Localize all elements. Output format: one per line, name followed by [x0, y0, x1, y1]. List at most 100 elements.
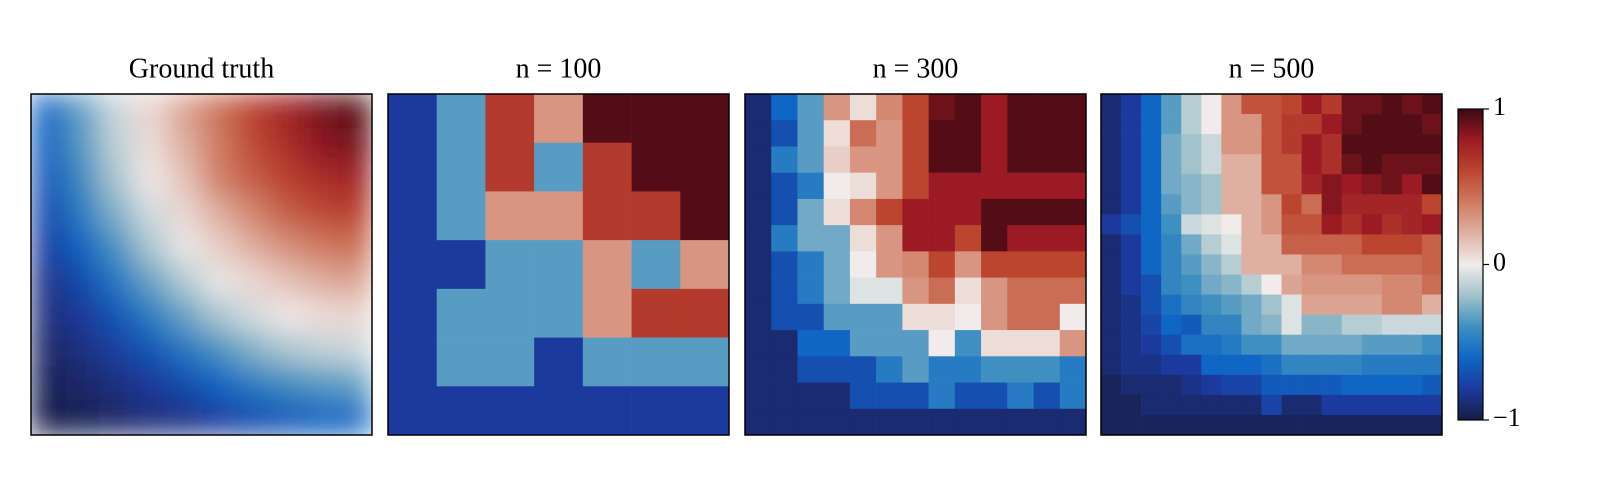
cell — [849, 277, 877, 305]
cell — [1261, 274, 1282, 295]
cell — [1141, 294, 1162, 315]
cell — [1281, 334, 1302, 356]
cell — [1101, 274, 1122, 295]
cell — [31, 230, 66, 265]
colorbar-tick-label: 1 — [1493, 92, 1506, 121]
cell — [436, 386, 486, 435]
cell — [201, 264, 237, 300]
cell — [133, 230, 168, 265]
cell — [745, 303, 772, 331]
cell — [1281, 394, 1302, 416]
cell — [99, 400, 134, 435]
cell — [849, 120, 877, 147]
cell — [1101, 194, 1122, 215]
cell — [388, 288, 438, 338]
cell — [1401, 254, 1423, 275]
cell — [1101, 374, 1122, 396]
cell — [1421, 354, 1442, 376]
cell — [928, 146, 956, 173]
cell — [436, 337, 486, 387]
cell — [1161, 254, 1182, 275]
cell — [1321, 114, 1343, 135]
cell — [582, 288, 632, 338]
cell — [876, 382, 903, 410]
cell — [981, 408, 1008, 435]
cell — [337, 332, 372, 368]
cell — [876, 303, 903, 331]
cell — [797, 356, 824, 383]
cell — [1381, 114, 1403, 135]
cell — [1201, 94, 1222, 115]
cell — [1007, 251, 1034, 278]
cell — [1201, 314, 1222, 336]
cell — [823, 146, 851, 173]
cell — [1241, 314, 1262, 336]
cell — [1141, 114, 1162, 135]
cell — [337, 298, 372, 334]
cell — [1141, 374, 1162, 396]
cell — [1007, 225, 1034, 252]
cell — [1101, 314, 1122, 336]
cell — [849, 172, 877, 200]
cell — [823, 225, 851, 252]
cell — [1101, 94, 1122, 115]
cell — [388, 142, 438, 192]
cell — [1361, 274, 1383, 295]
cell — [1361, 374, 1383, 396]
cell — [31, 366, 66, 402]
cell — [99, 128, 134, 163]
cell — [167, 128, 202, 163]
cell — [823, 382, 851, 410]
cell — [337, 264, 372, 300]
cell — [928, 303, 956, 331]
cell — [201, 298, 237, 334]
cell — [1261, 154, 1282, 175]
cell — [1341, 214, 1363, 235]
cell — [1201, 194, 1222, 215]
cell — [981, 146, 1008, 173]
cell — [485, 191, 535, 241]
cell — [745, 356, 772, 383]
colorbar-tick-label: −1 — [1493, 403, 1521, 432]
cell — [1341, 114, 1363, 135]
cell — [1201, 354, 1222, 376]
cell — [133, 400, 168, 435]
cell — [133, 94, 168, 129]
cell — [1241, 194, 1262, 215]
cell — [1161, 334, 1182, 356]
cell — [1101, 214, 1122, 235]
cell — [1381, 214, 1403, 235]
cell — [167, 162, 202, 197]
cell — [269, 94, 305, 129]
cell — [1161, 414, 1182, 435]
cell — [1421, 274, 1442, 295]
cell — [876, 356, 903, 383]
cell — [1121, 354, 1142, 376]
cell — [1401, 274, 1423, 295]
cell — [876, 172, 903, 200]
cell — [1401, 334, 1423, 356]
cell — [167, 264, 202, 300]
cell — [1361, 254, 1383, 275]
cell — [1361, 194, 1383, 215]
panel-frame — [30, 93, 373, 436]
cells — [31, 94, 372, 435]
cell — [1033, 94, 1061, 121]
cell — [1059, 172, 1086, 200]
cell — [1181, 154, 1202, 175]
cell — [65, 128, 100, 163]
cell — [902, 120, 929, 147]
cell — [1161, 174, 1182, 195]
cell — [1059, 198, 1086, 226]
cell — [1059, 251, 1086, 278]
cell — [1007, 356, 1034, 383]
cell — [876, 251, 903, 278]
cell — [1141, 234, 1162, 255]
cell — [235, 94, 271, 129]
cell — [1101, 414, 1122, 435]
cell — [1261, 394, 1282, 416]
cell — [133, 264, 168, 300]
cell — [1301, 234, 1322, 255]
cell — [771, 303, 798, 331]
cell — [771, 146, 798, 173]
